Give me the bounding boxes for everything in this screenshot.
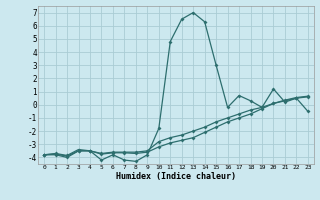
X-axis label: Humidex (Indice chaleur): Humidex (Indice chaleur)	[116, 172, 236, 181]
